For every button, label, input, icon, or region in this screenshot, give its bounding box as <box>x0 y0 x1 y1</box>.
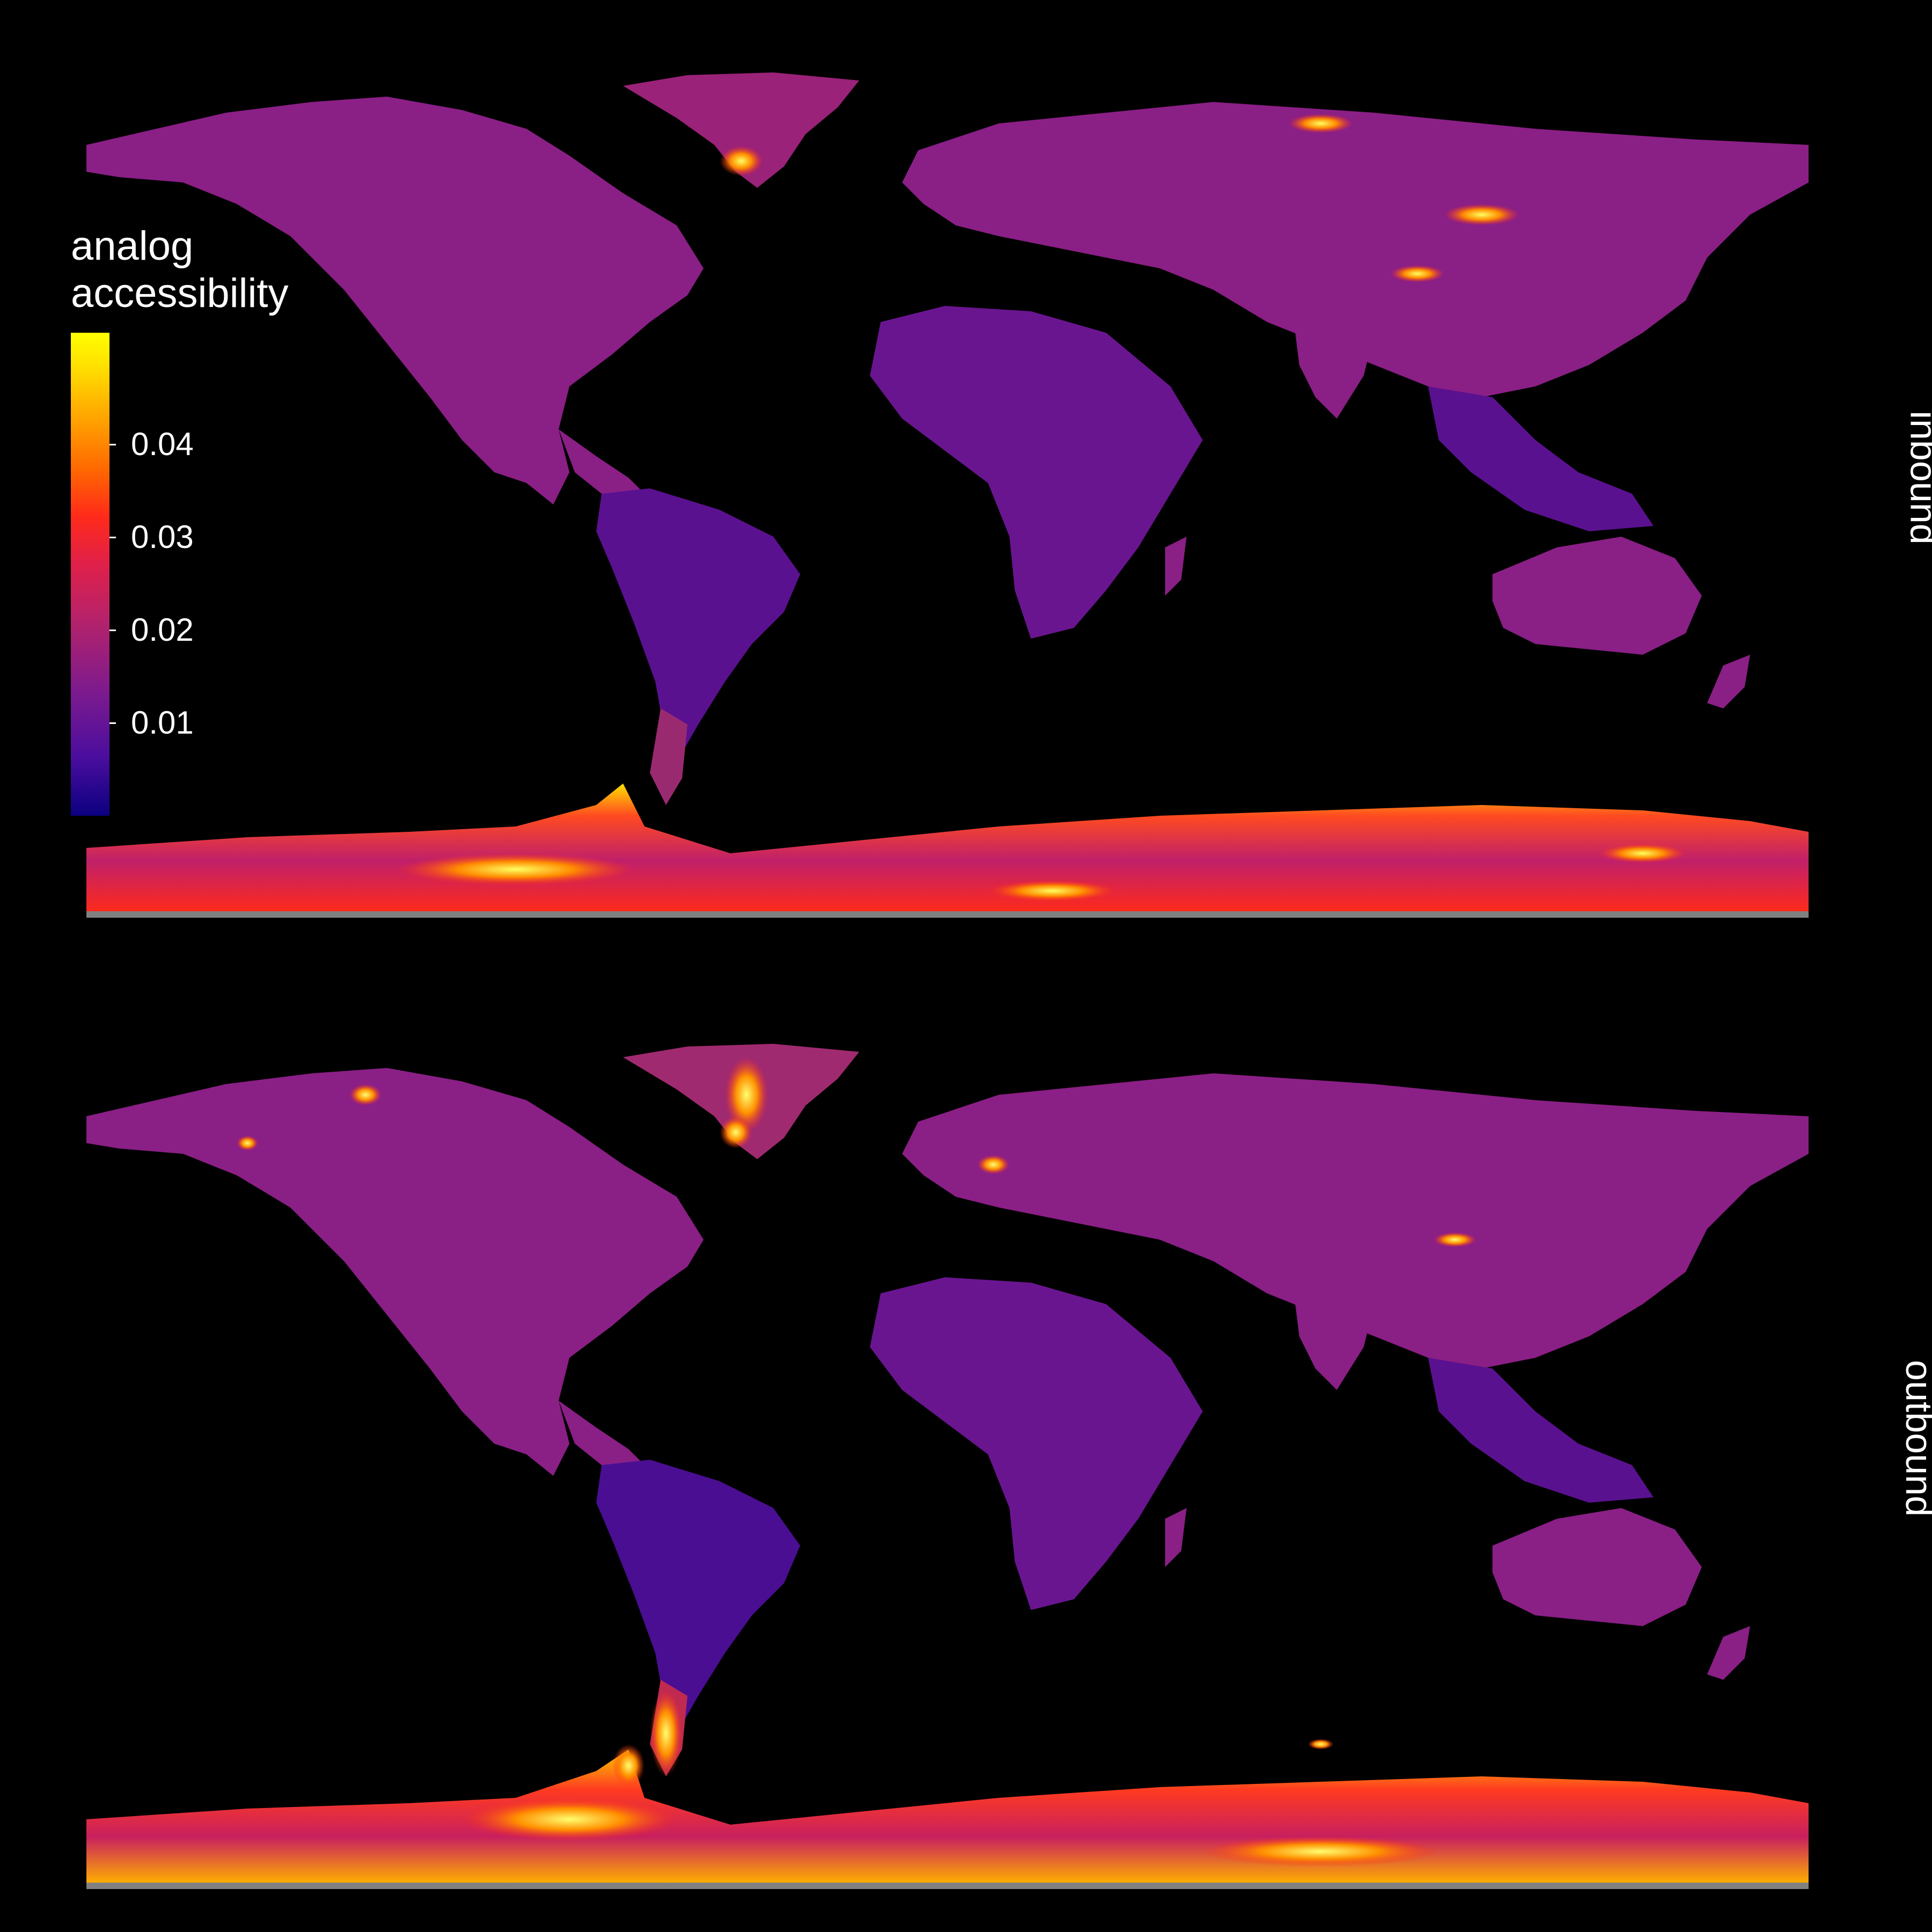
southeast-asia <box>1428 1358 1653 1503</box>
legend-title: analog accessibility <box>71 223 393 317</box>
central-america <box>559 1401 645 1476</box>
new-zealand <box>1707 655 1750 708</box>
legend-colorbar <box>71 333 109 816</box>
landmasses <box>86 72 1809 912</box>
panel-label-outbound: outbound <box>1898 1360 1932 1517</box>
europe-asia <box>902 1073 1809 1368</box>
south-america <box>596 1460 800 1733</box>
legend-tick-label: 0.04 <box>131 426 194 462</box>
legend-title-line1: analog <box>71 223 194 269</box>
legend-tick <box>109 536 116 538</box>
africa <box>870 306 1203 639</box>
madagascar <box>1165 537 1187 596</box>
bottom-strip <box>86 911 1809 918</box>
europe-asia <box>902 102 1809 397</box>
india <box>1294 322 1374 419</box>
southeast-asia <box>1428 386 1653 531</box>
map-panel-inbound <box>86 64 1809 918</box>
map-panel-outbound <box>86 1036 1809 1889</box>
new-zealand <box>1707 1626 1750 1680</box>
legend-tick-label: 0.02 <box>131 611 194 648</box>
color-legend: analog accessibility 0.04 0.03 0.02 0.01 <box>71 223 288 818</box>
south-america-tip <box>650 708 687 805</box>
world-map-outbound <box>86 1044 1809 1889</box>
landmasses <box>86 1044 1809 1884</box>
north-america <box>86 1068 704 1476</box>
hotspots <box>237 1057 1476 1867</box>
greenland <box>623 72 859 188</box>
legend-tick <box>109 629 116 631</box>
antarctica <box>86 1750 1809 1884</box>
legend-tick-label: 0.01 <box>131 704 194 741</box>
madagascar <box>1165 1508 1187 1567</box>
legend-tick <box>109 443 116 445</box>
africa <box>870 1277 1203 1610</box>
antarctica <box>86 784 1809 912</box>
legend-title-line2: accessibility <box>71 270 289 316</box>
south-america <box>596 488 800 762</box>
world-map-inbound <box>86 72 1809 918</box>
australia <box>1492 537 1702 655</box>
hotspots <box>398 114 1686 902</box>
bottom-strip <box>86 1883 1809 1889</box>
australia <box>1492 1508 1702 1626</box>
panel-label-inbound: inbound <box>1902 411 1932 545</box>
central-america <box>559 429 645 504</box>
north-america <box>86 97 704 504</box>
legend-tick-label: 0.03 <box>131 518 194 555</box>
legend-tick <box>109 722 116 724</box>
india <box>1294 1293 1374 1390</box>
